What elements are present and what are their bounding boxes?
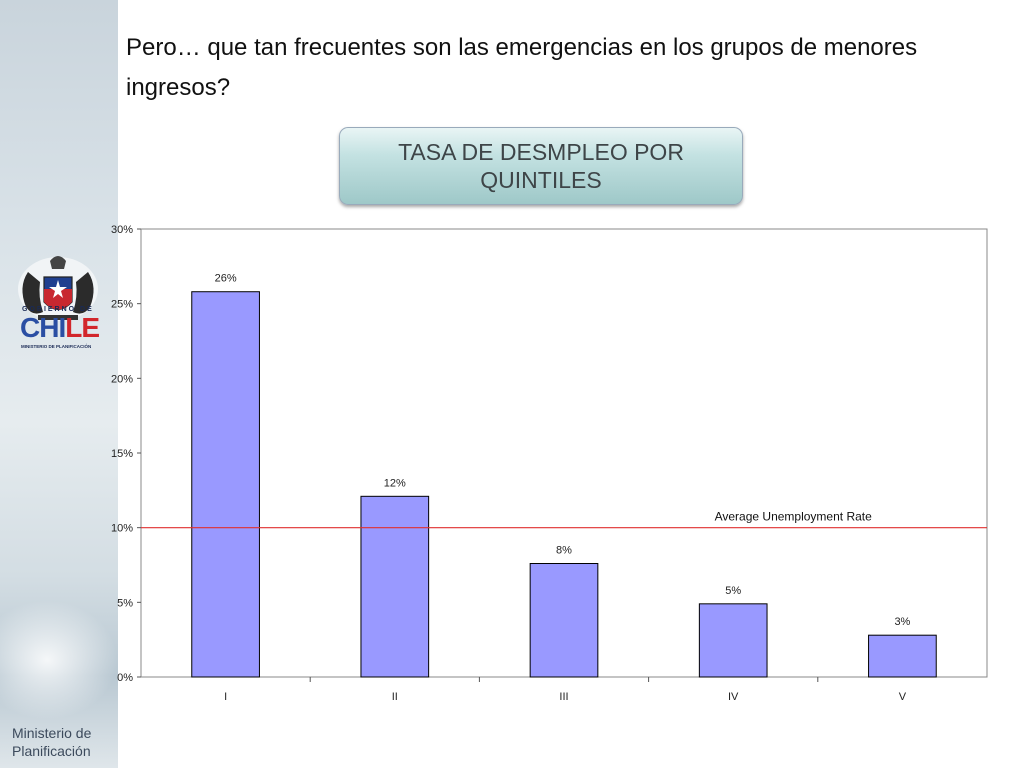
x-tick-label-IV: IV bbox=[728, 691, 739, 703]
x-tick-label-III: III bbox=[559, 691, 568, 703]
data-label-V: 3% bbox=[894, 616, 910, 628]
chart-banner: TASA DE DESMPLEO POR QUINTILES bbox=[339, 127, 743, 205]
average-line-label: Average Unemployment Rate bbox=[715, 510, 873, 524]
y-tick-label: 20% bbox=[111, 373, 133, 385]
slide-heading: Pero… que tan frecuentes son las emergen… bbox=[126, 34, 918, 101]
data-label-III: 8% bbox=[556, 545, 572, 557]
coat-of-arms-icon bbox=[18, 256, 98, 321]
bar-II bbox=[360, 495, 430, 678]
y-tick-label: 25% bbox=[111, 299, 133, 311]
banner-text: TASA DE DESMPLEO POR QUINTILES bbox=[398, 139, 684, 193]
bar-I bbox=[191, 291, 260, 678]
y-tick-label: 10% bbox=[111, 523, 133, 535]
x-tick-label-I: I bbox=[224, 691, 227, 703]
ministry-line-1: Ministerio de bbox=[12, 725, 92, 741]
data-label-IV: 5% bbox=[725, 585, 741, 597]
y-tick-label: 0% bbox=[117, 672, 133, 684]
y-tick-label: 15% bbox=[111, 448, 133, 460]
sidebar-ice-texture bbox=[0, 600, 118, 720]
x-tick-label-II: II bbox=[392, 691, 398, 703]
data-label-II: 12% bbox=[384, 477, 406, 489]
sidebar-panel bbox=[0, 0, 118, 768]
ministry-line-2: Planificación bbox=[12, 743, 91, 759]
ministry-footer: Ministerio de Planificación bbox=[12, 724, 91, 760]
logo-chile-wordmark: CHILE bbox=[20, 312, 100, 343]
x-tick-label-V: V bbox=[899, 691, 907, 703]
data-label-I: 26% bbox=[215, 273, 237, 285]
bar-V bbox=[868, 634, 937, 678]
y-tick-label: 30% bbox=[111, 224, 133, 236]
y-tick-label: 5% bbox=[117, 597, 133, 609]
logo-ministry-text: MINISTERIO DE PLANIFICACIÓN bbox=[21, 344, 92, 349]
unemployment-chart: 0% 5% 10% 15% 20% 25% 30% 26% I 12% II 8% III 5% IV 3% V… bbox=[111, 224, 988, 703]
bar-IV bbox=[698, 603, 768, 678]
logo-government-text: GOBIERNO DE bbox=[22, 306, 94, 313]
bar-III bbox=[529, 563, 599, 678]
